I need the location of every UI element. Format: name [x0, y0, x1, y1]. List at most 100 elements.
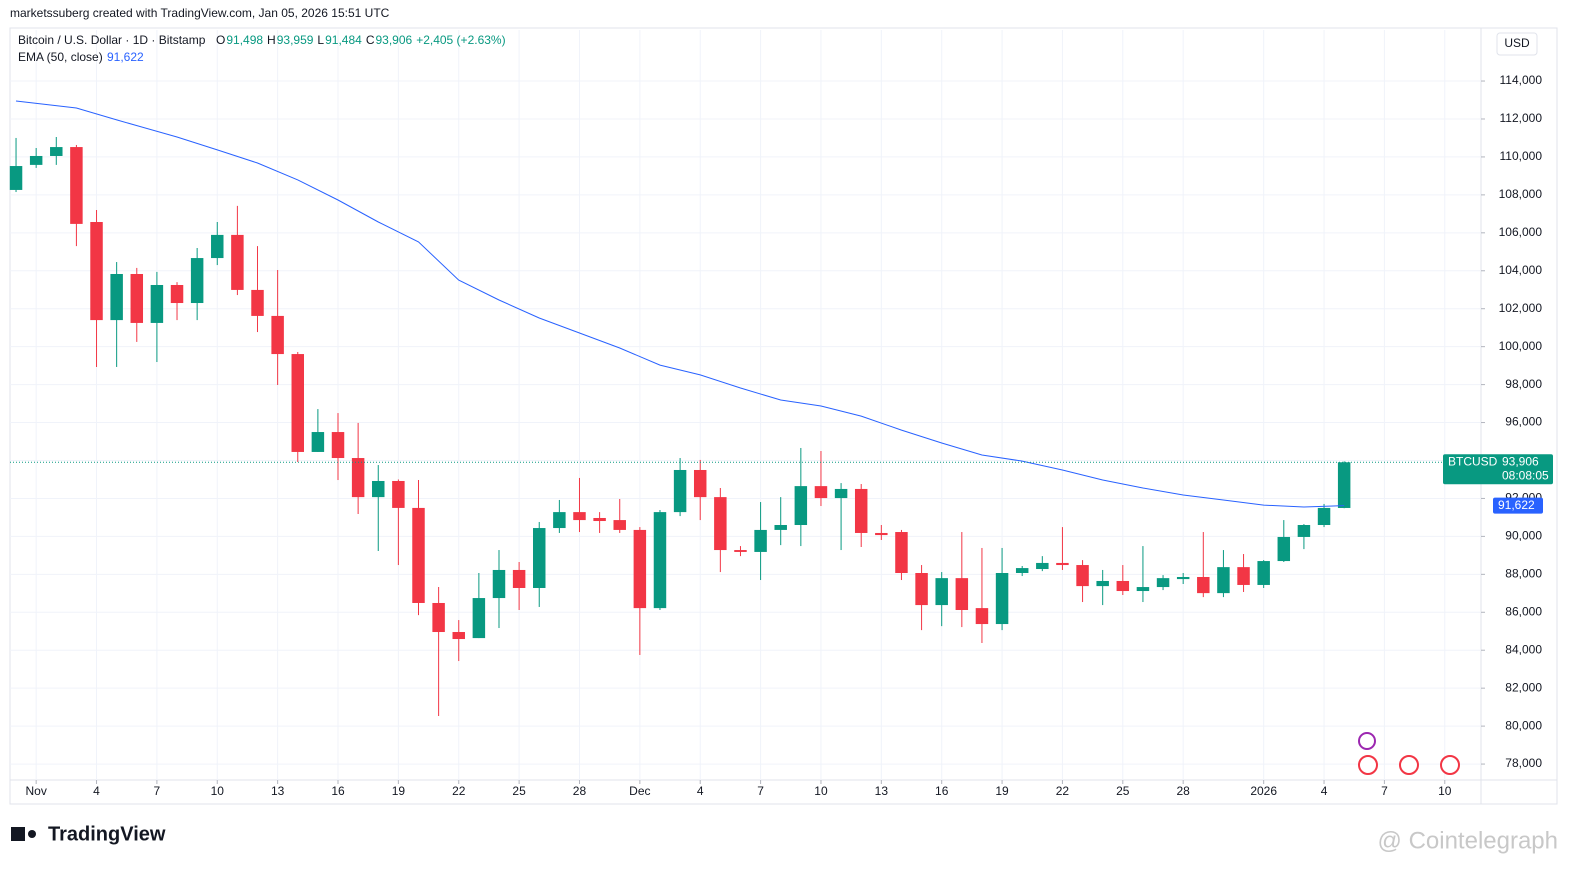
candle-body — [1116, 580, 1130, 592]
candle-body — [553, 512, 566, 529]
x-tick-label: 13 — [271, 784, 285, 798]
event-icon — [1358, 732, 1376, 750]
candle-body — [935, 578, 948, 606]
candle-body — [311, 432, 325, 452]
candle-body — [412, 507, 425, 603]
currency[interactable]: USD — [1504, 36, 1530, 50]
candle-body — [633, 529, 647, 609]
x-tick-label: 4 — [1321, 784, 1328, 798]
candle-body — [1217, 567, 1230, 594]
logo-mark — [11, 827, 25, 841]
x-tick-label: 16 — [935, 784, 949, 798]
candle-body — [754, 529, 767, 552]
candle-body — [271, 315, 284, 355]
candle-body — [573, 512, 586, 521]
x-tick-label: 25 — [1116, 784, 1130, 798]
candle-body — [1297, 525, 1311, 537]
candle-body — [593, 517, 606, 522]
candle-body — [1237, 567, 1250, 585]
currency-button[interactable] — [1496, 32, 1538, 56]
y-tick-label: 90,000 — [1505, 529, 1542, 543]
candle-body — [895, 532, 908, 574]
candle-body — [915, 573, 928, 606]
candle-body — [1015, 568, 1029, 574]
candle-body — [231, 234, 244, 290]
y-tick-label: 96,000 — [1505, 415, 1542, 429]
candle-body — [1136, 587, 1150, 592]
candle-body — [90, 222, 103, 321]
event-icon — [1440, 755, 1460, 775]
x-tick-label: 16 — [331, 784, 345, 798]
candle-body — [774, 525, 787, 530]
candle-body — [1096, 580, 1109, 587]
candle-body — [1056, 562, 1069, 566]
logo-mark — [28, 830, 36, 838]
candle-body — [1257, 561, 1270, 585]
x-tick-label: 19 — [392, 784, 406, 798]
indicator-value: 91,622 — [107, 50, 144, 64]
event-icon — [1358, 755, 1378, 775]
y-tick-label: 106,000 — [1499, 225, 1543, 239]
price-label-box — [1443, 454, 1553, 485]
y-tick-label: 80,000 — [1505, 718, 1542, 732]
candle-body — [653, 512, 667, 609]
y-tick-label: 78,000 — [1505, 756, 1542, 770]
y-tick-label: 84,000 — [1505, 642, 1542, 656]
y-tick-label: 86,000 — [1505, 604, 1542, 618]
candle-body — [814, 486, 828, 499]
candle-body — [693, 469, 707, 498]
ohlc-label: O — [216, 33, 225, 47]
y-tick-label: 82,000 — [1505, 680, 1542, 694]
change: +2,405 (+2.63%) — [416, 33, 505, 47]
frame — [9, 27, 1558, 805]
x-tick-label: 10 — [211, 784, 225, 798]
ema-label: 91,622 — [1498, 498, 1535, 512]
candle-body — [190, 258, 204, 304]
ema-line — [15, 100, 1345, 508]
candle-body — [372, 480, 385, 498]
candle-body — [794, 486, 808, 526]
indicator: EMA (50, close) — [18, 50, 103, 64]
ohlc-value: 91,498 — [226, 33, 263, 47]
candle-body — [170, 284, 184, 304]
candle-body — [331, 432, 345, 459]
candle-body — [854, 488, 868, 533]
watermark: @ Cointelegraph — [1378, 827, 1558, 854]
y-tick-label: 108,000 — [1499, 187, 1543, 201]
candle-body — [392, 480, 405, 508]
candle-body — [1317, 507, 1331, 526]
candle-body — [1197, 576, 1210, 594]
candle-body — [1036, 562, 1049, 570]
x-tick-label: 7 — [154, 784, 161, 798]
candle-body — [432, 602, 445, 633]
x-tick-label: Nov — [25, 784, 46, 798]
plot — [9, 100, 1481, 717]
candle-body — [714, 497, 727, 551]
candle-body — [130, 273, 144, 323]
credit: marketssuberg created with TradingView.c… — [10, 6, 390, 20]
x-tick-label: 4 — [697, 784, 704, 798]
candle-body — [1277, 536, 1291, 562]
candle-body — [492, 569, 506, 599]
x-tick-label: 10 — [1438, 784, 1452, 798]
candle-body — [613, 520, 626, 530]
y-tick-label: 88,000 — [1505, 567, 1542, 581]
y-tick-label: 100,000 — [1499, 339, 1543, 353]
x-tick-label: 2026 — [1250, 784, 1277, 798]
candle-body — [70, 147, 83, 224]
x-tick-label: 4 — [93, 784, 100, 798]
candle-body — [1337, 462, 1351, 508]
y-tick-label: 114,000 — [1500, 73, 1543, 87]
x-tick-label: 19 — [995, 784, 1009, 798]
candle-body — [532, 528, 546, 588]
x-tick-label: 28 — [573, 784, 587, 798]
candle-body — [834, 488, 848, 499]
ohlc-value: 93,906 — [375, 33, 412, 47]
x-tick-label: Dec — [629, 784, 650, 798]
candle-body — [452, 632, 465, 640]
candle-body — [955, 578, 969, 611]
brand-logo — [11, 827, 36, 841]
candle-body — [1076, 565, 1089, 587]
